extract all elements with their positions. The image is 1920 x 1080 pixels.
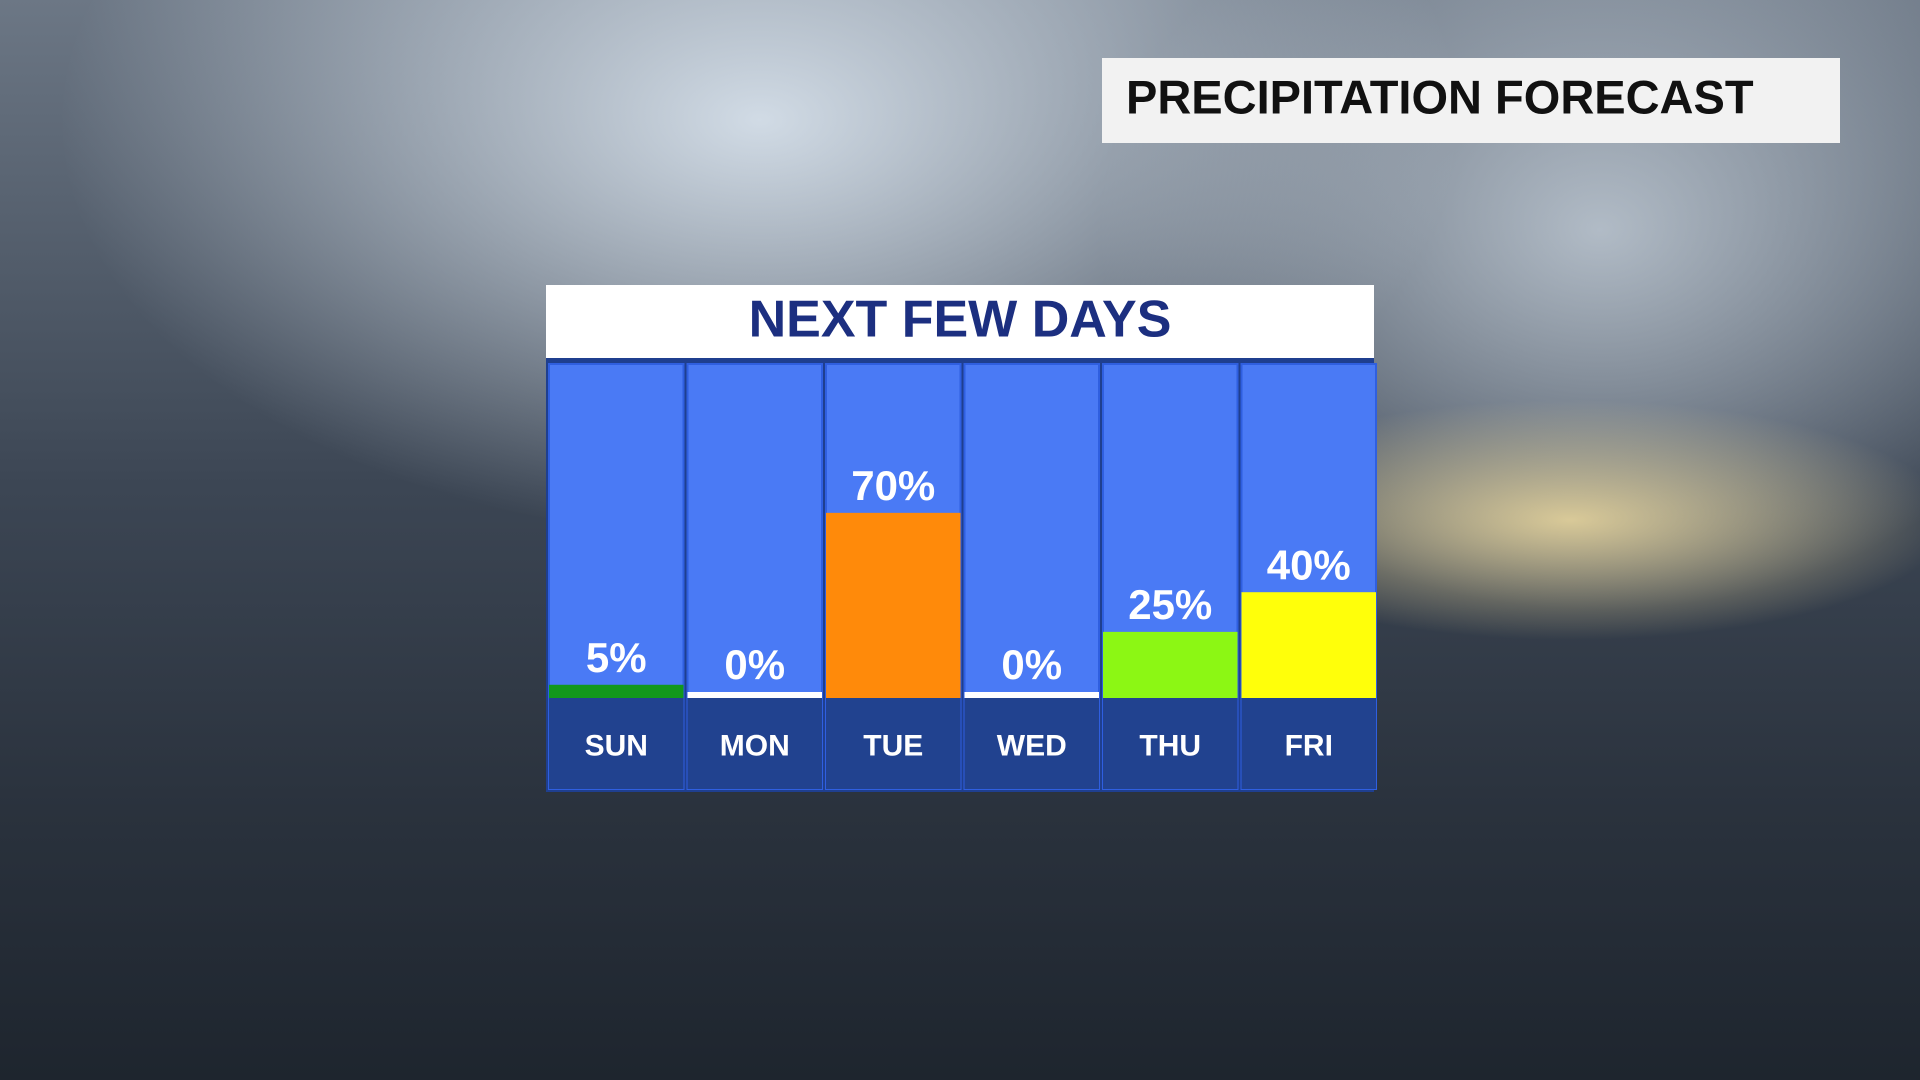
value-label: 0% <box>724 641 785 688</box>
x-tick-label: THU <box>1139 729 1201 762</box>
value-label: 25% <box>1128 581 1212 628</box>
value-label: 0% <box>1001 641 1062 688</box>
bar <box>687 692 822 698</box>
x-tick-label: TUE <box>863 729 923 762</box>
label-cell <box>1241 698 1376 789</box>
bar <box>549 684 684 698</box>
value-label: 70% <box>851 462 935 509</box>
bar <box>1103 631 1238 698</box>
chart-title: NEXT FEW DAYS <box>749 291 1172 349</box>
label-cell <box>549 698 684 789</box>
title-box <box>1102 58 1840 143</box>
value-label: 40% <box>1267 541 1351 588</box>
value-label: 5% <box>586 634 647 681</box>
label-cell <box>687 698 822 789</box>
chart-header <box>546 285 1374 358</box>
x-tick-label: WED <box>997 729 1067 762</box>
label-cell <box>964 698 1099 789</box>
label-cell <box>1103 698 1238 789</box>
x-tick-label: FRI <box>1285 729 1333 762</box>
bar <box>1241 592 1376 698</box>
bar <box>964 692 1099 698</box>
page-title: PRECIPITATION FORECAST <box>1126 70 1754 123</box>
label-cell <box>826 698 961 789</box>
x-tick-label: MON <box>720 729 790 762</box>
bar <box>826 512 961 698</box>
x-tick-label: SUN <box>585 729 648 762</box>
